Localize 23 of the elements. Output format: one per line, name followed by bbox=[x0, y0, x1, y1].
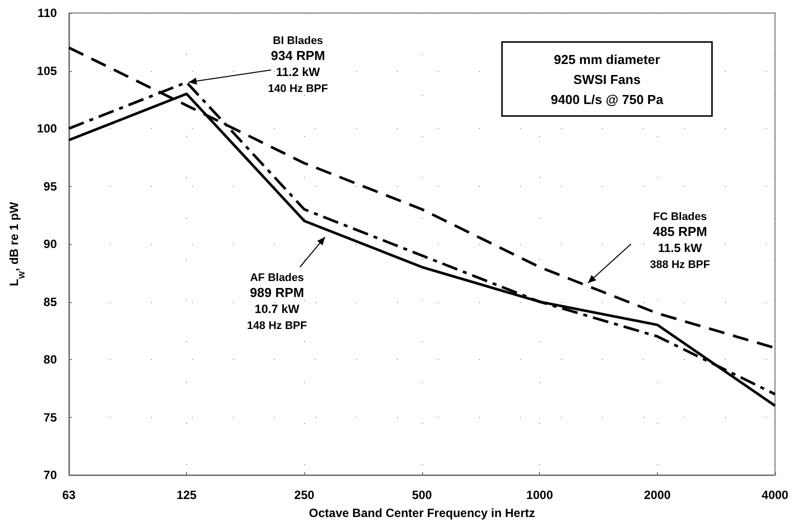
y-tick-label: 100 bbox=[36, 122, 58, 136]
y-tick-label: 90 bbox=[44, 237, 58, 251]
annotation: 925 mm diameter SWSI Fans 9400 L/s @ 750 Pa bbox=[550, 52, 664, 107]
x-axis-title: Octave Band Center Frequency in Hertz bbox=[308, 506, 535, 520]
y-tick-label: 75 bbox=[44, 410, 58, 424]
y-tick-label: 110 bbox=[38, 6, 58, 20]
x-tick-label: 2000 bbox=[644, 488, 671, 502]
x-tick-label: 4000 bbox=[762, 488, 789, 502]
y-tick-label: 95 bbox=[44, 179, 58, 194]
annotation: FC Blades 485 RPM 11.5 kW 388 Hz BPF bbox=[650, 211, 710, 271]
y-tick-label: 105 bbox=[36, 64, 58, 78]
x-tick-label: 250 bbox=[294, 488, 315, 502]
y-tick-label: 80 bbox=[44, 352, 58, 366]
y-tick-label: 70 bbox=[44, 468, 58, 482]
x-tick-label: 500 bbox=[412, 488, 432, 502]
annotation: BI Blades 934 RPM 11.2 kW 140 Hz BPF bbox=[268, 35, 328, 95]
text-box: 925 mm diameter SWSI Fans 9400 L/s @ 750 Pa bbox=[501, 41, 713, 117]
y-axis-title: LW, dB re 1 pW bbox=[7, 201, 26, 286]
annotation: AF Blades 989 RPM 10.7 kW 148 Hz BPF bbox=[247, 272, 308, 332]
y-tick-label: 85 bbox=[44, 294, 58, 309]
x-tick-label: 125 bbox=[176, 488, 197, 502]
x-tick-label: 63 bbox=[62, 488, 76, 502]
x-tick-label: 1000 bbox=[526, 488, 554, 502]
